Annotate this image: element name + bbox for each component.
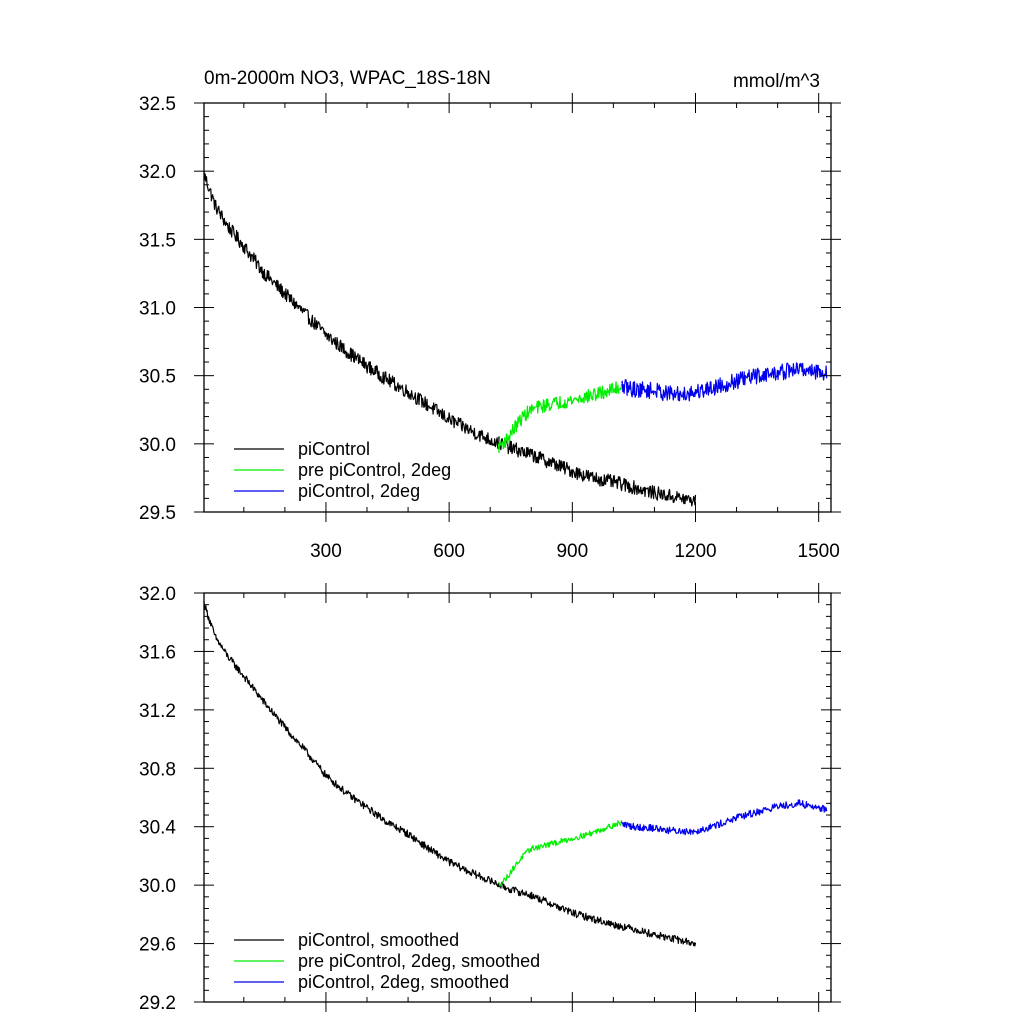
bottom-y-tick-label: 30.4 xyxy=(139,818,176,839)
bottom-series-layer xyxy=(203,601,828,947)
top-series-line-3 xyxy=(621,362,828,402)
top-legend-label-3: piControl, 2deg xyxy=(298,481,420,501)
top-x-tick-label: 300 xyxy=(310,541,342,562)
bottom-panel: 29.2 29.6 30.0 30.4 30.8 31.2 31.6 32.0 piContr… xyxy=(139,583,841,1014)
bottom-y-tick-label: 30.8 xyxy=(139,759,176,780)
top-plot-frame xyxy=(203,102,832,513)
top-y-tick-label: 32.5 xyxy=(139,94,176,115)
bottom-y-tick-label: 31.6 xyxy=(139,642,176,663)
top-legend-label-2: pre piControl, 2deg xyxy=(298,460,451,480)
bottom-legend-label-3: piControl, 2deg, smoothed xyxy=(298,972,509,992)
top-series-line-1 xyxy=(203,170,697,507)
top-x-tick-label: 600 xyxy=(433,541,465,562)
bottom-series-line-3 xyxy=(621,799,828,836)
top-x-tick-label: 1500 xyxy=(798,541,840,562)
top-y-tick-label: 30.0 xyxy=(139,435,176,456)
top-series-layer xyxy=(203,170,828,507)
bottom-series-line-2 xyxy=(497,820,623,887)
top-panel: 0m-2000m NO3, WPAC_18S-18N mmol/m^3 300 6… xyxy=(139,68,841,562)
top-legend-label-1: piControl xyxy=(298,439,370,459)
bottom-y-tick-label: 29.6 xyxy=(139,935,176,956)
top-y-tick-label: 31.0 xyxy=(139,299,176,320)
bottom-legend-label-2: pre piControl, 2deg, smoothed xyxy=(298,951,540,971)
bottom-legend-label-1: piControl, smoothed xyxy=(298,930,459,950)
bottom-series-line-1 xyxy=(203,601,697,947)
panel-title-left: 0m-2000m NO3, WPAC_18S-18N xyxy=(204,68,491,89)
top-y-tick-label: 30.5 xyxy=(139,367,176,388)
bottom-axes-layer: 29.2 29.6 30.0 30.4 30.8 31.2 31.6 32.0 xyxy=(139,583,841,1014)
bottom-y-tick-label: 30.0 xyxy=(139,876,176,897)
top-series-line-2 xyxy=(497,381,623,454)
bottom-y-tick-label: 32.0 xyxy=(139,584,176,605)
top-x-tick-label: 900 xyxy=(556,541,588,562)
top-y-tick-label: 31.5 xyxy=(139,230,176,251)
bottom-y-tick-label: 31.2 xyxy=(139,701,176,722)
bottom-plot-frame xyxy=(203,592,832,1003)
top-y-tick-label: 29.5 xyxy=(139,503,176,524)
bottom-y-tick-label: 29.2 xyxy=(139,993,176,1014)
panel-title-units: mmol/m^3 xyxy=(733,71,820,92)
top-y-tick-label: 32.0 xyxy=(139,162,176,183)
top-axes-layer: 300 600 900 1200 1500 29.5 30.0 30.5 31.0 31.5 32.… xyxy=(139,93,841,562)
top-x-tick-label: 1200 xyxy=(674,541,716,562)
